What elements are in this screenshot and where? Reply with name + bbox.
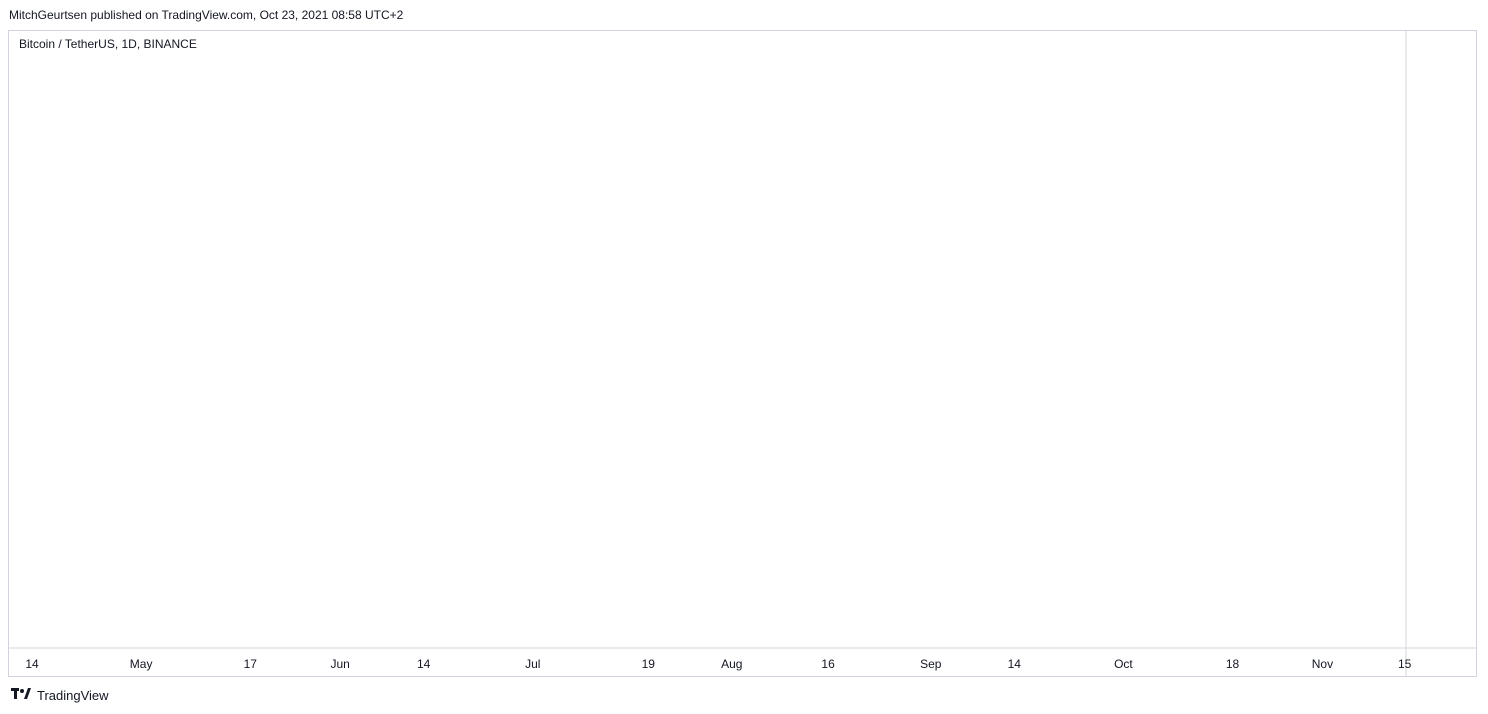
time-tick-label: 15 bbox=[1398, 657, 1412, 671]
time-tick-label: 18 bbox=[1226, 657, 1240, 671]
time-tick-label: 16 bbox=[821, 657, 835, 671]
tradingview-logo-icon bbox=[11, 688, 33, 703]
time-tick-label: 14 bbox=[417, 657, 431, 671]
time-tick-label: Jun bbox=[330, 657, 349, 671]
symbol-title: Bitcoin / TetherUS, 1D, BINANCE bbox=[19, 37, 197, 51]
time-tick-label: Sep bbox=[920, 657, 942, 671]
time-tick-label: Nov bbox=[1312, 657, 1333, 671]
time-tick-label: 14 bbox=[1008, 657, 1022, 671]
time-tick-label: Aug bbox=[721, 657, 742, 671]
price-axis: 67500.0055500.0051500.0047500.0044500.00… bbox=[8, 30, 1477, 676]
publisher-line: MitchGeurtsen published on TradingView.c… bbox=[9, 8, 404, 22]
time-tick-label: 19 bbox=[642, 657, 656, 671]
time-axis: 14 May 17 Jun 14 Jul 19 Aug 16 Sep 14 Oct 18 Nov 15 bbox=[25, 657, 1411, 671]
time-tick-label: Jul bbox=[525, 657, 540, 671]
time-tick-label: 14 bbox=[25, 657, 39, 671]
chart-frame bbox=[8, 30, 1477, 677]
tradingview-logo[interactable]: TradingView bbox=[11, 688, 109, 703]
time-tick-label: 17 bbox=[244, 657, 258, 671]
tradingview-logo-text: TradingView bbox=[37, 688, 109, 703]
time-tick-label: May bbox=[130, 657, 153, 671]
time-tick-label: Oct bbox=[1114, 657, 1133, 671]
